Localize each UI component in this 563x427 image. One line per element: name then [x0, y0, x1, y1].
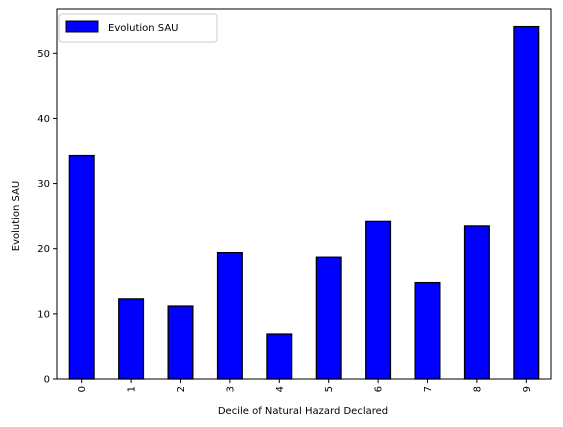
- bar-4: [266, 333, 293, 380]
- y-tick-label: 10: [37, 309, 50, 320]
- x-tick-label: 4: [275, 386, 286, 392]
- bars-group: [68, 25, 540, 380]
- bar-0: [68, 154, 95, 380]
- x-tick-label: 2: [176, 386, 187, 392]
- legend: Evolution SAU: [58, 13, 218, 43]
- y-tick-label: 40: [37, 114, 50, 125]
- bar-3: [216, 251, 243, 380]
- y-tick-label: 30: [37, 179, 50, 190]
- x-tick-label: 7: [423, 386, 434, 392]
- y-axis-title: Evolution SAU: [11, 181, 22, 252]
- x-axis-title: Decile of Natural Hazard Declared: [218, 406, 388, 417]
- x-tick-label: 8: [472, 386, 483, 392]
- legend-swatch: [65, 20, 99, 33]
- y-tick-label: 50: [37, 49, 50, 60]
- x-tick-label: 3: [225, 386, 236, 392]
- axes-group: 0 10 20 30 40 50 0 1 2 3 4 5 6 7 8 9: [37, 8, 552, 392]
- bar-5: [315, 256, 342, 380]
- bar-6: [365, 220, 392, 380]
- bar-2: [167, 305, 194, 380]
- x-tick-label: 1: [127, 386, 138, 392]
- bar-7: [414, 281, 441, 380]
- bar-8: [463, 225, 490, 380]
- bar-9: [513, 25, 540, 380]
- x-tick-label: 5: [324, 386, 335, 392]
- x-tick-label: 0: [77, 386, 88, 392]
- plot-frame: [56, 8, 552, 380]
- x-tick-label: 9: [522, 386, 533, 392]
- y-tick-label: 20: [37, 244, 50, 255]
- bar-1: [118, 298, 145, 380]
- legend-label: Evolution SAU: [108, 23, 179, 34]
- x-tick-label: 6: [374, 386, 385, 392]
- y-tick-label: 0: [44, 375, 50, 386]
